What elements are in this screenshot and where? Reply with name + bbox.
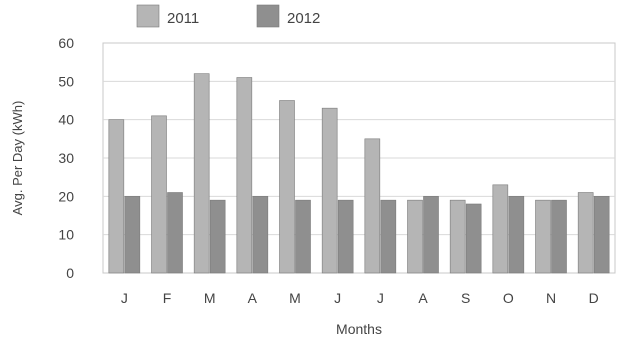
x-tick-label: M bbox=[289, 290, 301, 306]
y-tick-label: 50 bbox=[58, 73, 74, 89]
x-axis-label: Months bbox=[336, 321, 382, 337]
bar-2012-2 bbox=[209, 199, 226, 274]
bar-2011-6 bbox=[364, 138, 381, 274]
y-tick-label: 60 bbox=[58, 35, 74, 51]
bar-2011-9 bbox=[492, 184, 509, 274]
x-tick-label: J bbox=[377, 290, 384, 306]
y-tick-label: 10 bbox=[58, 227, 74, 243]
legend: 2011 2012 bbox=[136, 4, 320, 28]
bar-2012-11 bbox=[593, 196, 610, 274]
bar-2011-11 bbox=[577, 192, 594, 274]
bar-2011-0 bbox=[108, 119, 125, 274]
bar-2011-8 bbox=[449, 199, 466, 274]
bar-2012-0 bbox=[124, 196, 141, 274]
x-tick-label: F bbox=[163, 290, 172, 306]
bar-2011-10 bbox=[535, 199, 551, 274]
legend-swatch-2012 bbox=[256, 4, 280, 28]
x-tick-label: S bbox=[461, 290, 470, 306]
bar-2012-5 bbox=[337, 199, 354, 274]
bar-2011-5 bbox=[321, 107, 338, 274]
y-tick-label: 20 bbox=[58, 188, 74, 204]
x-tick-label: M bbox=[204, 290, 216, 306]
y-tick-label: 0 bbox=[66, 265, 74, 281]
x-tick-label: D bbox=[589, 290, 599, 306]
x-tick-label: N bbox=[546, 290, 556, 306]
y-tick-label: 30 bbox=[58, 150, 74, 166]
bar-2012-7 bbox=[423, 196, 439, 274]
y-axis-ticks: 0 10 20 30 40 50 60 bbox=[58, 35, 74, 281]
bars bbox=[108, 73, 610, 274]
y-tick-label: 40 bbox=[58, 112, 74, 128]
bar-2012-8 bbox=[465, 203, 482, 274]
bar-2011-2 bbox=[193, 73, 210, 274]
bar-2012-10 bbox=[551, 199, 567, 274]
bar-2012-4 bbox=[295, 199, 311, 274]
legend-swatch-2011 bbox=[136, 4, 160, 28]
x-tick-label: A bbox=[418, 290, 428, 306]
bar-2012-6 bbox=[380, 199, 397, 274]
bar-2011-3 bbox=[236, 77, 253, 274]
bar-2011-1 bbox=[151, 115, 167, 274]
bar-2012-3 bbox=[252, 196, 269, 274]
x-tick-label: J bbox=[334, 290, 341, 306]
legend-label: 2012 bbox=[287, 10, 320, 27]
bar-2012-1 bbox=[167, 192, 183, 274]
x-tick-label: O bbox=[503, 290, 514, 306]
x-tick-label: A bbox=[248, 290, 258, 306]
legend-label: 2011 bbox=[167, 10, 199, 27]
gridlines bbox=[103, 80, 615, 236]
bar-2012-9 bbox=[508, 196, 525, 274]
x-tick-label: J bbox=[121, 290, 128, 306]
bar-2011-4 bbox=[279, 100, 295, 274]
bar-2011-7 bbox=[407, 199, 423, 274]
y-axis-label: Avg. Per Day (kWh) bbox=[10, 101, 25, 216]
